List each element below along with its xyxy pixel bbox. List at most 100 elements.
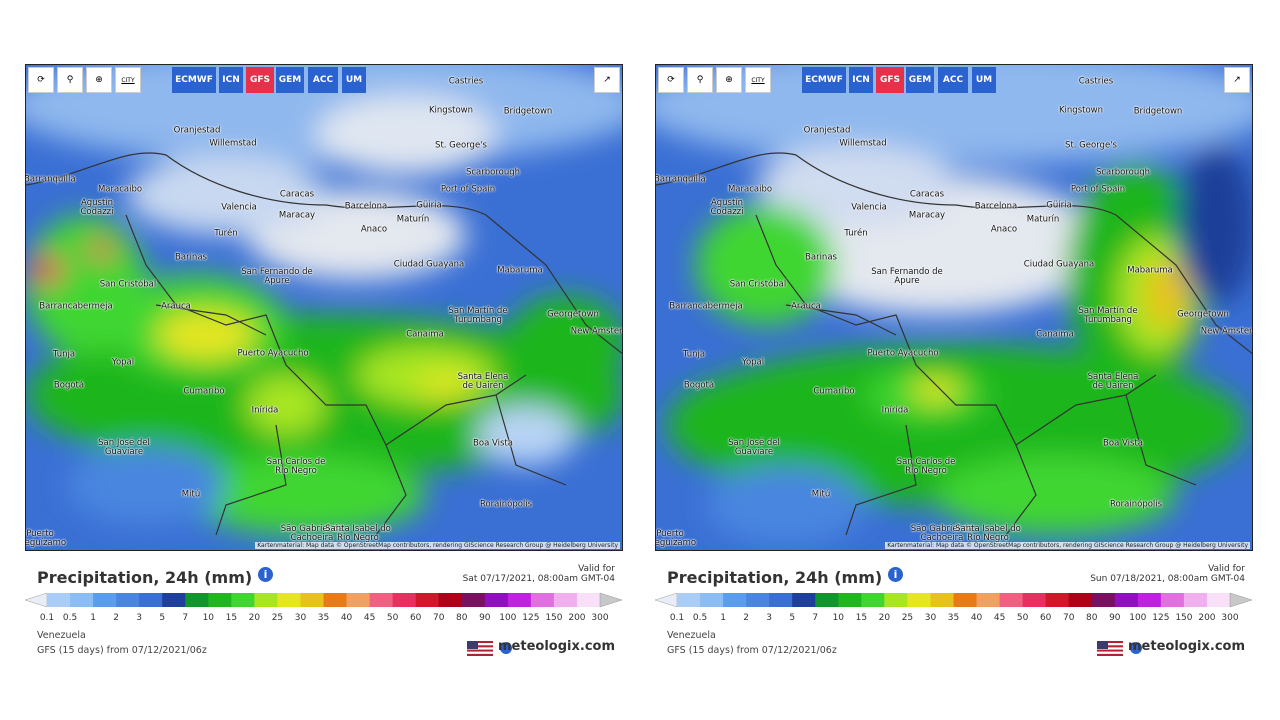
colorbar-tick-label: 150 <box>1175 613 1192 623</box>
tool-button[interactable]: ⊕ <box>716 67 742 93</box>
colorbar-tick-label: 0.1 <box>670 613 684 623</box>
colorbar-swatch <box>415 593 440 607</box>
valid-time: Sat 07/17/2021, 08:00am GMT-04 <box>462 574 615 584</box>
city-label: Barinas <box>175 252 207 263</box>
colorbar-tick-label: 80 <box>456 613 468 623</box>
city-label: San Carlos de Río Negro <box>266 457 326 476</box>
city-label: Canaima <box>406 329 444 340</box>
city-label: Scarborough <box>1095 167 1151 178</box>
flag-stripe <box>467 647 493 650</box>
info-button[interactable]: i <box>258 567 273 582</box>
model-button[interactable]: GFS <box>876 67 904 93</box>
colorbar-swatch <box>838 593 862 607</box>
tool-button[interactable]: ⚲ <box>687 67 713 93</box>
model-button[interactable]: ICN <box>849 67 873 93</box>
panel: Castries Kingstown Bridgetown Oranjestad Wil… <box>655 64 1253 664</box>
colorbar-swatch <box>746 593 770 607</box>
city-label: Santa Isabel do Rio Negro <box>955 524 1021 543</box>
city-button[interactable]: CITY <box>115 67 141 93</box>
city-label: Georgetown <box>1177 309 1229 320</box>
info-button[interactable]: i <box>888 567 903 582</box>
city-label: Mitú <box>811 489 831 500</box>
colorbar-tick-label: 70 <box>1063 613 1075 623</box>
colorbar-swatch <box>185 593 209 607</box>
colorbar-swatch <box>277 593 301 607</box>
city-label: New Amsterdam <box>1200 326 1253 337</box>
flag-stripe <box>1097 653 1123 656</box>
colorbar-tick-label: 90 <box>1109 613 1121 623</box>
valid-label: Valid for <box>1208 564 1245 574</box>
colorbar-arrow <box>1229 592 1253 608</box>
model-button[interactable]: ICN <box>219 67 243 93</box>
city-button[interactable]: CITY <box>745 67 771 93</box>
colorbar-swatch <box>1183 593 1208 607</box>
city-label: Oranjestad <box>803 125 851 136</box>
colorbar-tick-label: 7 <box>812 613 818 623</box>
colorbar-tick-label: 50 <box>387 613 399 623</box>
colorbar-tick-label: 2 <box>113 613 119 623</box>
model-button[interactable]: ACC <box>308 67 338 93</box>
colorbar-tick-label: 45 <box>994 613 1005 623</box>
colorbar-tick-label: 30 <box>925 613 937 623</box>
tool-button[interactable]: ⟳ <box>28 67 54 93</box>
border <box>785 304 1197 536</box>
precip-field <box>26 65 622 535</box>
valid-label: Valid for <box>578 564 615 574</box>
model-button[interactable]: GEM <box>906 67 934 93</box>
tool-button[interactable]: ⊕ <box>86 67 112 93</box>
model-button[interactable]: ECMWF <box>802 67 846 93</box>
city-label: Agustín Codazzi <box>80 198 114 217</box>
city-label: Mabaruma <box>497 265 543 276</box>
tool-button[interactable]: ⚲ <box>57 67 83 93</box>
flag-stripe <box>467 649 493 652</box>
colorbar: 0.1 0.5 1 2 3 5 7 10 15 20 25 30 35 40 45 50 60 70 80 90 100… <box>655 592 1253 623</box>
city-label: Valencia <box>851 202 887 213</box>
city-label: St. George's <box>1065 140 1117 151</box>
city-label: Turén <box>844 228 868 239</box>
colorbar-swatch <box>507 593 532 607</box>
colorbar-tick-label: 7 <box>182 613 188 623</box>
tool-button[interactable]: ⟳ <box>658 67 684 93</box>
city-label: San Cristóbal <box>729 279 787 290</box>
share-button[interactable]: ↗ <box>594 67 620 93</box>
precip-area <box>416 373 476 397</box>
city-label: Barrancabermeja <box>669 301 743 312</box>
city-label: San Martín de Turumbang <box>448 306 508 325</box>
colorbar-tick-label: 35 <box>948 613 959 623</box>
city-label: Maracay <box>278 210 316 221</box>
colorbar-tick-label: 40 <box>971 613 983 623</box>
city-label: Oranjestad <box>173 125 221 136</box>
colorbar-swatch <box>300 593 324 607</box>
model-button[interactable]: GEM <box>276 67 304 93</box>
model-button[interactable]: ACC <box>938 67 968 93</box>
colorbar-arrow <box>25 592 48 608</box>
city-label: São Gabriel da Cachoeira <box>910 524 974 543</box>
colorbar-arrow <box>655 592 678 608</box>
city-label: Caracas <box>909 189 945 200</box>
colorbar-swatch <box>1137 593 1162 607</box>
colorbar: 0.1 0.5 1 2 3 5 7 10 15 20 25 30 35 40 45 50 60 70 80 90 100… <box>25 592 623 623</box>
colorbar-swatch <box>792 593 816 607</box>
city-label: Castries <box>1078 76 1114 87</box>
colorbar-swatch <box>1206 593 1231 607</box>
city-label: Güiria <box>1046 200 1072 211</box>
precip-area <box>696 205 836 325</box>
share-button[interactable]: ↗ <box>1224 67 1250 93</box>
border <box>155 304 567 536</box>
colorbar-tick-label: 45 <box>364 613 375 623</box>
precip-area <box>506 295 622 395</box>
colorbar-swatch <box>1160 593 1185 607</box>
precip-area <box>936 455 1176 535</box>
model-button[interactable]: ECMWF <box>172 67 216 93</box>
colorbar-swatch <box>346 593 371 607</box>
colorbar-tick-label: 20 <box>249 613 261 623</box>
logo-circle <box>500 642 512 654</box>
model-button[interactable]: UM <box>342 67 366 93</box>
model-button[interactable]: GFS <box>246 67 274 93</box>
model-button[interactable]: UM <box>972 67 996 93</box>
city-label: Maracaibo <box>97 184 143 195</box>
city-label: Puerto Leguízamo <box>25 529 67 548</box>
city-label: Barranquilla <box>655 174 706 185</box>
city-label: Tunja <box>682 349 706 360</box>
city-label: San José del Guaviare <box>728 438 780 457</box>
